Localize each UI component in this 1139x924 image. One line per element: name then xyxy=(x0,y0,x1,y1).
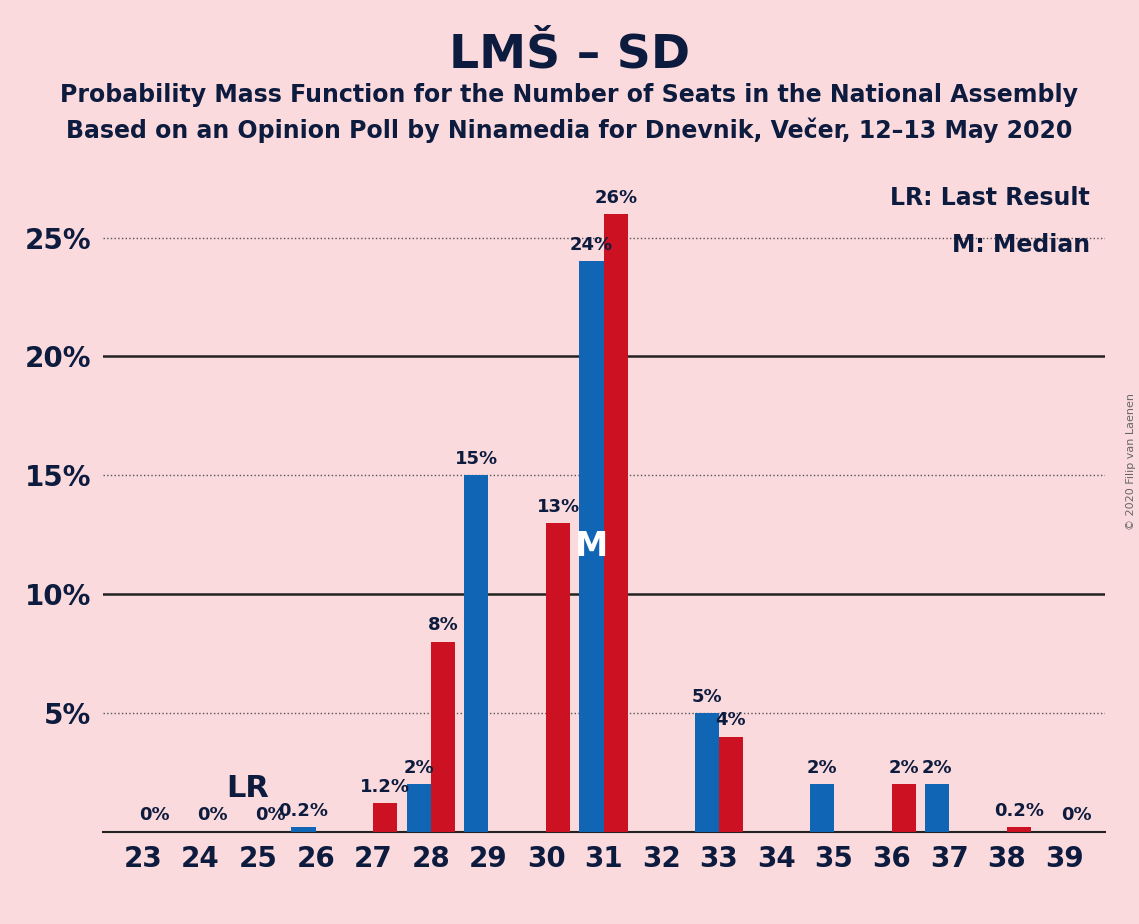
Text: Based on an Opinion Poll by Ninamedia for Dnevnik, Večer, 12–13 May 2020: Based on an Opinion Poll by Ninamedia fo… xyxy=(66,117,1073,143)
Bar xyxy=(892,784,916,832)
Text: 5%: 5% xyxy=(691,687,722,706)
Text: 1.2%: 1.2% xyxy=(360,778,410,796)
Bar xyxy=(292,827,316,832)
Text: Probability Mass Function for the Number of Seats in the National Assembly: Probability Mass Function for the Number… xyxy=(60,83,1079,107)
Text: LR: LR xyxy=(227,774,269,803)
Text: 13%: 13% xyxy=(536,498,580,516)
Text: 0%: 0% xyxy=(1062,807,1092,824)
Bar xyxy=(925,784,949,832)
Bar xyxy=(431,641,456,832)
Bar xyxy=(604,213,628,832)
Text: 0.2%: 0.2% xyxy=(279,802,328,820)
Text: 8%: 8% xyxy=(427,616,458,635)
Bar xyxy=(374,803,398,832)
Text: 24%: 24% xyxy=(570,237,613,254)
Bar xyxy=(546,523,571,832)
Text: 2%: 2% xyxy=(403,759,434,777)
Bar xyxy=(465,475,489,832)
Text: 0%: 0% xyxy=(140,807,170,824)
Text: 2%: 2% xyxy=(888,759,919,777)
Bar xyxy=(580,261,604,832)
Text: M: M xyxy=(575,530,608,563)
Bar xyxy=(407,784,431,832)
Text: 0%: 0% xyxy=(255,807,286,824)
Bar xyxy=(719,736,743,832)
Text: LR: Last Result: LR: Last Result xyxy=(890,187,1090,211)
Text: 2%: 2% xyxy=(806,759,837,777)
Text: LMŠ – SD: LMŠ – SD xyxy=(449,32,690,78)
Text: 0.2%: 0.2% xyxy=(994,802,1044,820)
Text: M: Median: M: Median xyxy=(952,233,1090,257)
Text: 0%: 0% xyxy=(197,807,228,824)
Text: © 2020 Filip van Laenen: © 2020 Filip van Laenen xyxy=(1125,394,1136,530)
Text: 15%: 15% xyxy=(454,450,498,468)
Text: 2%: 2% xyxy=(921,759,952,777)
Text: 26%: 26% xyxy=(595,188,638,207)
Bar xyxy=(1007,827,1031,832)
Bar xyxy=(810,784,834,832)
Bar xyxy=(695,712,719,832)
Text: 4%: 4% xyxy=(715,711,746,729)
